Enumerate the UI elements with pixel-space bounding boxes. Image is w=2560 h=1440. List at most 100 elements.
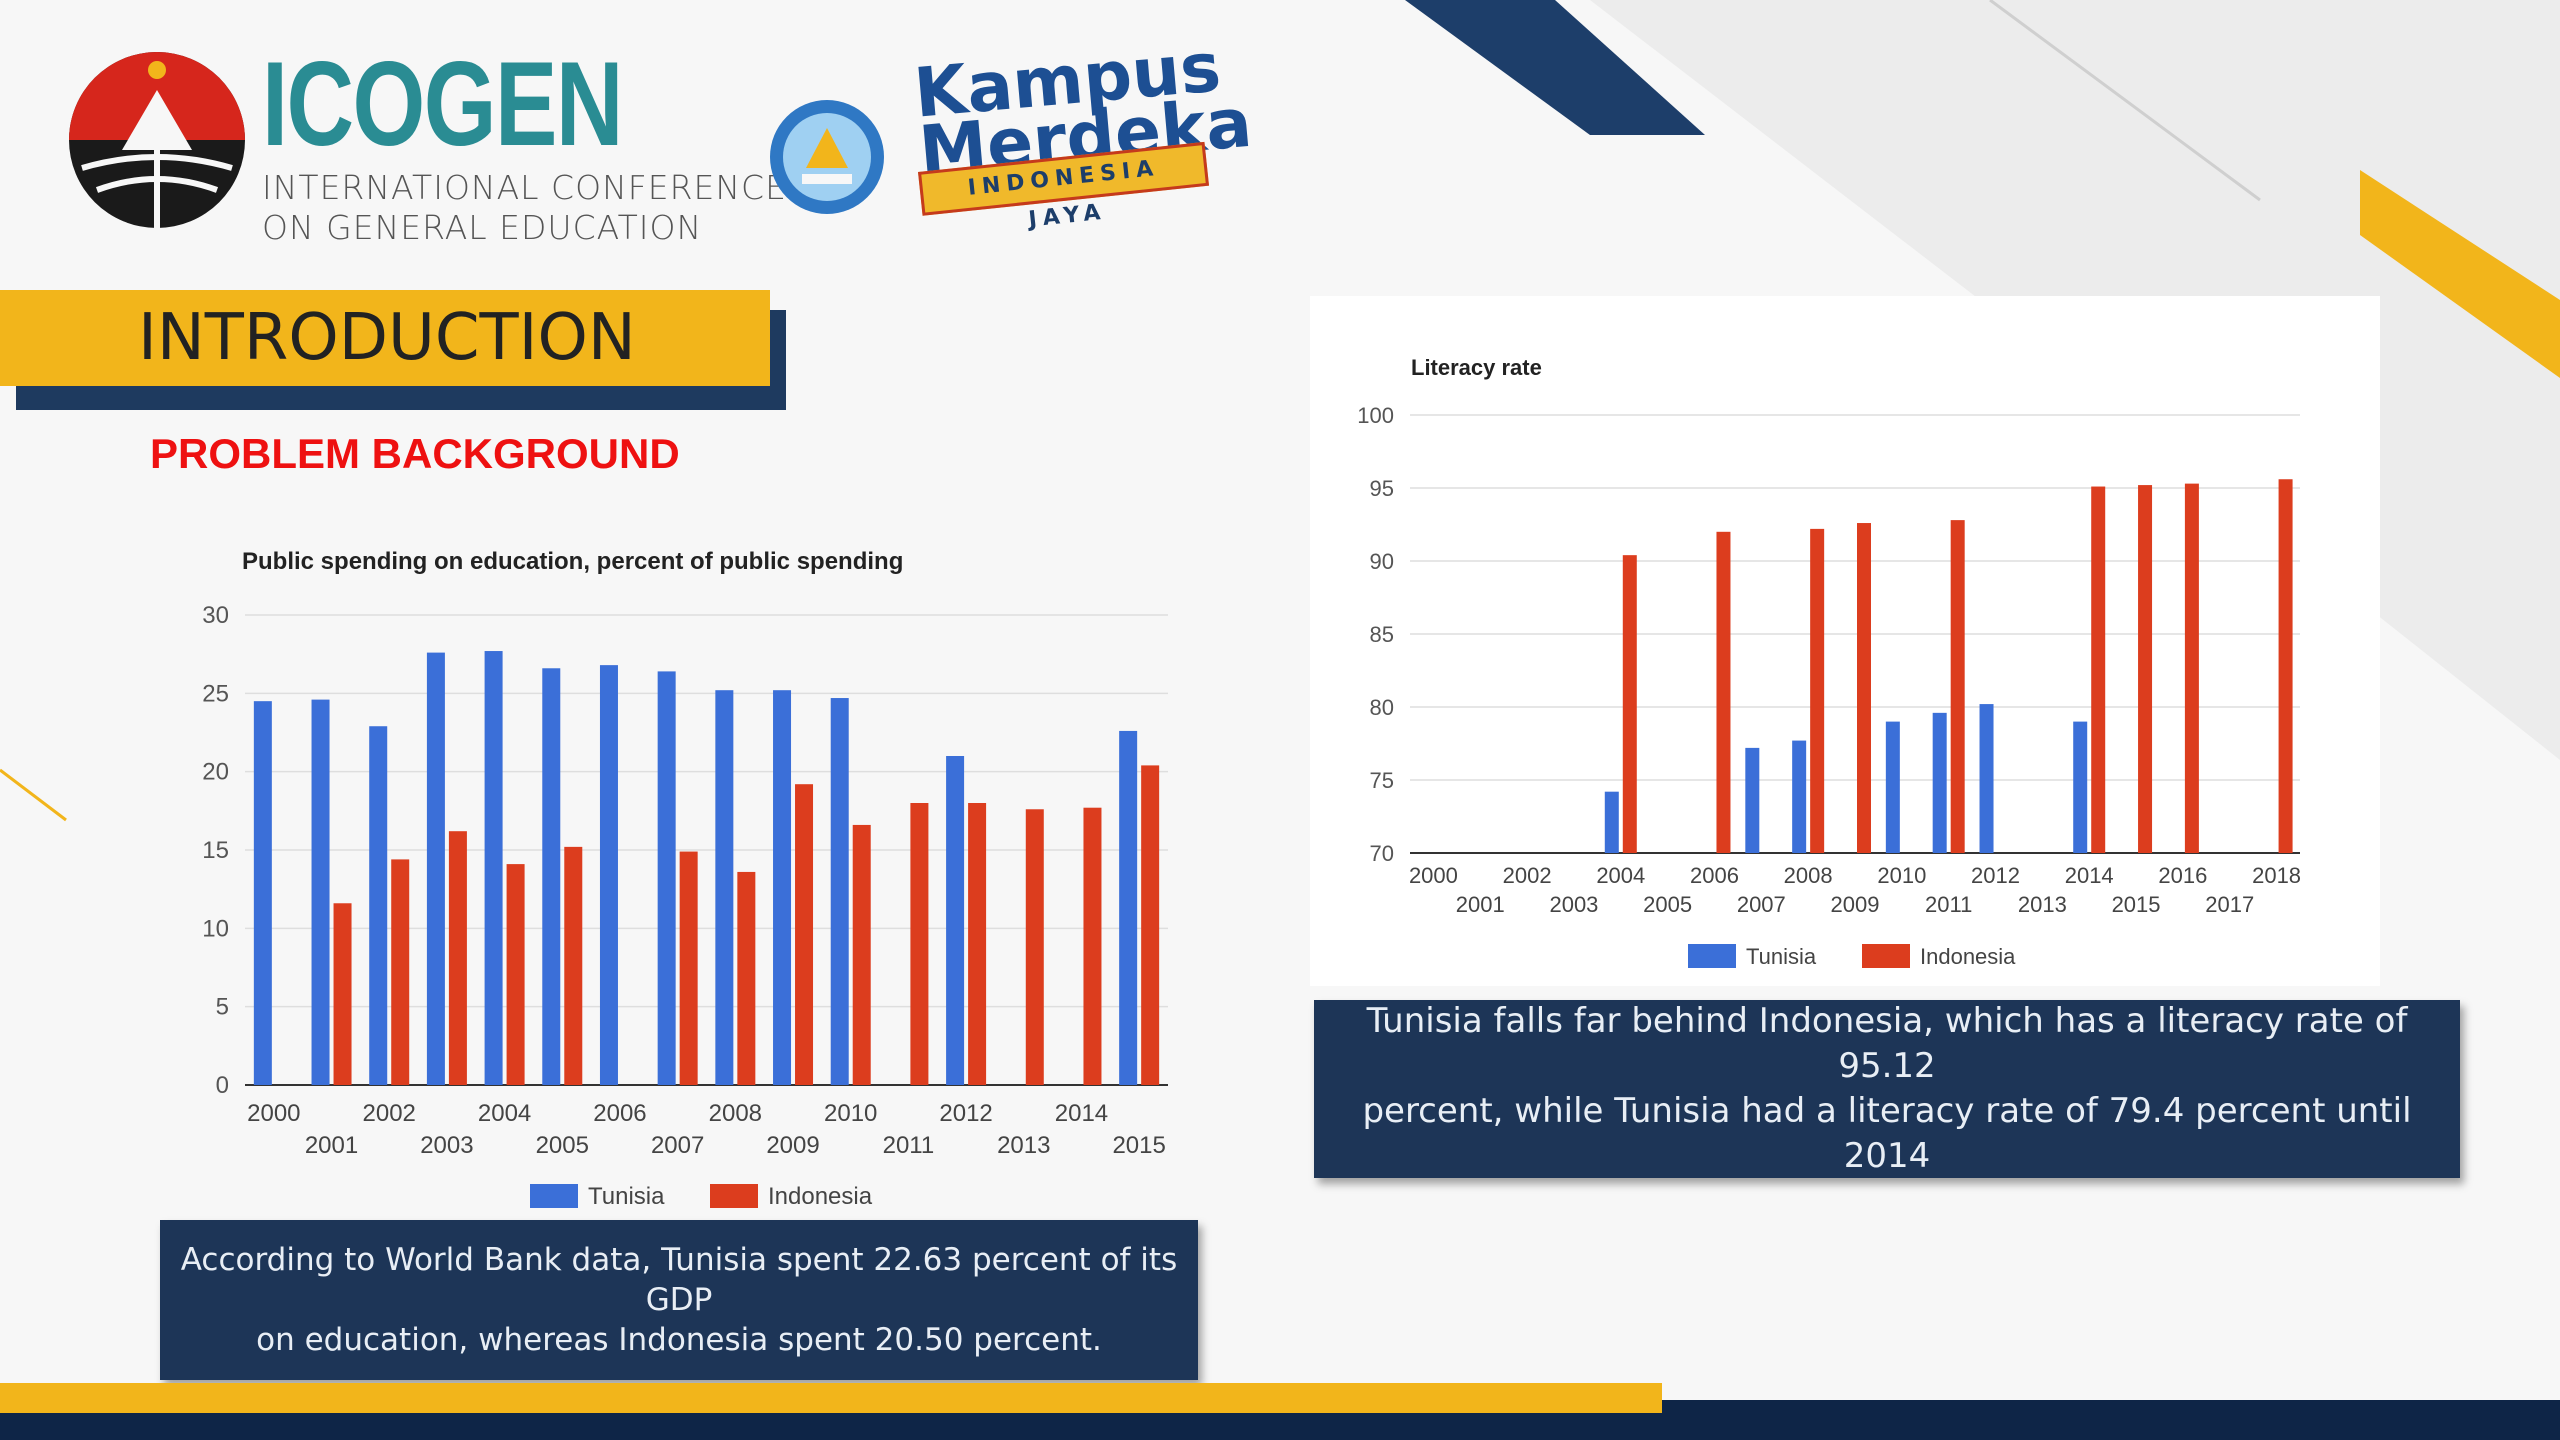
- bar-indonesia-2003: [448, 831, 467, 1085]
- y-tick-label: 70: [1370, 841, 1394, 866]
- x-tick-label: 2011: [883, 1132, 935, 1159]
- x-tick-label: 2003: [420, 1132, 473, 1159]
- spending-note: According to World Bank data, Tunisia sp…: [160, 1220, 1198, 1380]
- literacy-note: Tunisia falls far behind Indonesia, whic…: [1314, 1000, 2460, 1178]
- x-tick-label: 2007: [651, 1132, 704, 1159]
- x-tick-label: 2015: [1112, 1132, 1165, 1159]
- bar-indonesia-2002: [391, 859, 410, 1085]
- legend-label-indonesia: Indonesia: [1920, 944, 2016, 969]
- bar-indonesia-2009: [795, 784, 814, 1085]
- y-tick-label: 20: [202, 759, 229, 786]
- x-tick-label: 2010: [824, 1100, 877, 1127]
- bar-indonesia-2012: [968, 803, 987, 1085]
- x-tick-label: 2001: [1456, 892, 1505, 917]
- x-tick-label: 2013: [2018, 892, 2067, 917]
- x-tick-label: 2013: [997, 1132, 1050, 1159]
- bar-indonesia-2014: [2091, 486, 2106, 853]
- legend-swatch-indonesia: [1862, 944, 1910, 968]
- x-tick-label: 2003: [1549, 892, 1598, 917]
- x-tick-label: 2006: [593, 1100, 646, 1127]
- bar-indonesia-2016: [2184, 483, 2199, 853]
- bar-indonesia-2001: [333, 903, 352, 1085]
- bar-tunisia-2011: [1932, 712, 1947, 853]
- x-tick-label: 2009: [1831, 892, 1880, 917]
- spending-note-line-1: According to World Bank data, Tunisia sp…: [180, 1242, 1178, 1318]
- x-tick-label: 2015: [2112, 892, 2161, 917]
- y-tick-label: 100: [1357, 403, 1394, 428]
- literacy-note-line-2: percent, while Tunisia had a literacy ra…: [1362, 1091, 2412, 1176]
- x-tick-label: 2007: [1737, 892, 1786, 917]
- bar-indonesia-2015: [1141, 765, 1160, 1085]
- y-tick-label: 95: [1370, 476, 1394, 501]
- bar-indonesia-2009: [1857, 523, 1871, 853]
- y-tick-label: 85: [1370, 622, 1394, 647]
- bar-tunisia-2015: [1119, 730, 1138, 1085]
- icogen-subtitle-line-1: INTERNATIONAL CONFERENCE: [262, 168, 787, 207]
- x-tick-label: 2011: [1925, 892, 1972, 917]
- x-tick-label: 2016: [2158, 863, 2207, 888]
- bar-tunisia-2008: [715, 690, 734, 1085]
- bar-tunisia-2000: [253, 701, 272, 1085]
- x-tick-label: 2008: [709, 1100, 762, 1127]
- bar-indonesia-2015: [2138, 485, 2153, 853]
- legend-label-tunisia: Tunisia: [1746, 944, 1817, 969]
- bar-indonesia-2006: [1716, 531, 1731, 853]
- bar-indonesia-2010: [852, 824, 871, 1085]
- bar-tunisia-2001: [311, 699, 330, 1085]
- x-tick-label: 2008: [1784, 863, 1833, 888]
- bar-tunisia-2004: [484, 651, 503, 1085]
- y-tick-label: 90: [1370, 549, 1394, 574]
- x-tick-label: 2005: [536, 1132, 589, 1159]
- legend-swatch-tunisia: [530, 1184, 578, 1208]
- x-tick-label: 2004: [478, 1100, 531, 1127]
- bar-indonesia-2005: [564, 846, 583, 1085]
- footer-yellow-bar: [0, 1383, 1662, 1413]
- x-tick-label: 2000: [247, 1100, 300, 1127]
- spending-note-line-2: on education, whereas Indonesia spent 20…: [256, 1322, 1102, 1358]
- bar-tunisia-2010: [830, 698, 849, 1085]
- bar-indonesia-2013: [1025, 809, 1044, 1085]
- icogen-emblem-logo: [69, 52, 245, 228]
- x-tick-label: 2014: [1055, 1100, 1108, 1127]
- x-tick-label: 2004: [1596, 863, 1645, 888]
- introduction-bar: [0, 290, 770, 386]
- bar-tunisia-2009: [773, 690, 792, 1085]
- x-tick-label: 2002: [363, 1100, 416, 1127]
- bar-indonesia-2008: [1810, 528, 1825, 853]
- bar-indonesia-2011: [1950, 520, 1965, 853]
- ministry-emblem-logo: [770, 100, 884, 214]
- y-tick-label: 5: [216, 994, 229, 1021]
- y-tick-label: 10: [202, 915, 229, 942]
- y-tick-label: 80: [1370, 695, 1394, 720]
- bar-indonesia-2011: [910, 803, 929, 1085]
- bar-tunisia-2012: [1979, 704, 1994, 853]
- bar-tunisia-2004: [1604, 791, 1619, 853]
- x-tick-label: 2017: [2205, 892, 2254, 917]
- x-tick-label: 2014: [2065, 863, 2114, 888]
- bar-indonesia-2008: [737, 871, 756, 1085]
- bar-tunisia-2008: [1792, 740, 1807, 853]
- x-tick-label: 2001: [305, 1132, 358, 1159]
- y-tick-label: 15: [202, 837, 229, 864]
- bar-tunisia-2005: [542, 668, 561, 1085]
- y-tick-label: 75: [1370, 768, 1394, 793]
- y-tick-label: 30: [202, 602, 229, 629]
- bar-tunisia-2003: [426, 652, 445, 1085]
- bar-indonesia-2004: [1622, 555, 1637, 853]
- bar-tunisia-2010: [1885, 721, 1900, 853]
- icogen-title: ICOGEN: [262, 37, 623, 171]
- legend-label-indonesia: Indonesia: [768, 1183, 873, 1210]
- y-tick-label: 25: [202, 680, 229, 707]
- x-tick-label: 2010: [1877, 863, 1926, 888]
- x-tick-label: 2012: [1971, 863, 2020, 888]
- bar-tunisia-2007: [1745, 747, 1760, 853]
- spending-chart: 0 5 10 15 20 25 30 2000200120022003200420052006…: [202, 602, 1168, 1210]
- bar-indonesia-2014: [1083, 807, 1102, 1085]
- bar-tunisia-2014: [2073, 721, 2088, 853]
- literacy-chart: 70 75 80 85 90 95 100 2000 2001 2002 2003 2004 2005 2…: [1357, 403, 2301, 969]
- x-tick-label: 2002: [1503, 863, 1552, 888]
- bar-indonesia-2004: [506, 864, 525, 1085]
- x-tick-label: 2018: [2252, 863, 2301, 888]
- x-tick-label: 2009: [766, 1132, 819, 1159]
